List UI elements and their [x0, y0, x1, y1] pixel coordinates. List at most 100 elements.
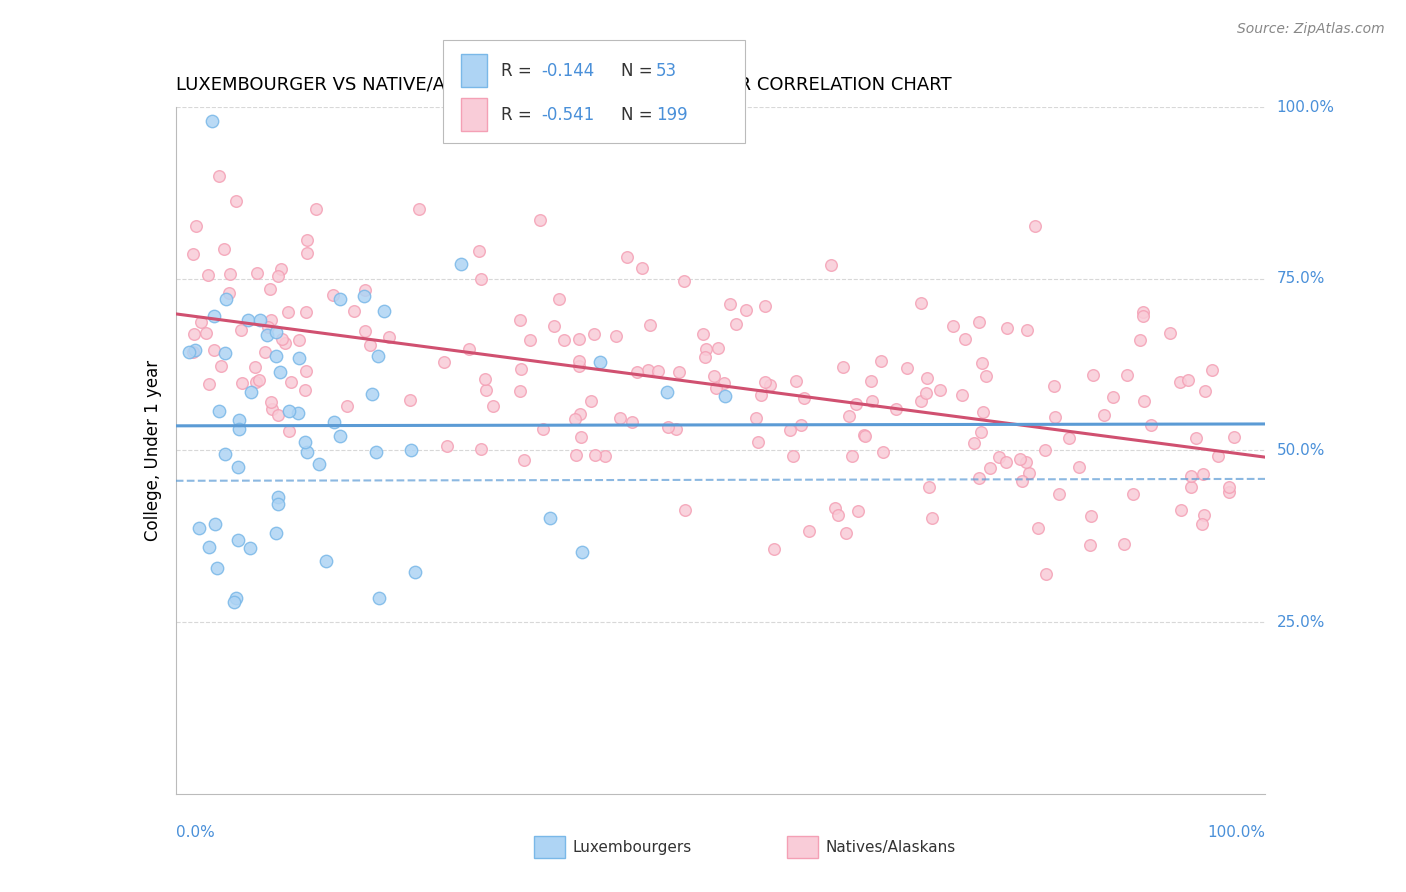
Point	[509, 313, 531, 327]
Point	[368, 591, 391, 605]
Point	[918, 479, 941, 493]
Point	[583, 448, 606, 462]
Point	[564, 412, 586, 426]
Point	[744, 410, 766, 425]
Point	[848, 504, 870, 518]
Text: R =: R =	[502, 106, 537, 124]
Point	[620, 416, 643, 430]
Point	[860, 394, 883, 409]
Text: Natives/Alaskans: Natives/Alaskans	[825, 840, 956, 855]
Point	[640, 318, 662, 333]
Point	[226, 460, 249, 475]
Point	[202, 309, 225, 323]
Point	[229, 323, 252, 337]
Point	[269, 365, 291, 379]
Point	[1218, 484, 1240, 499]
Point	[838, 409, 860, 423]
Point	[359, 338, 381, 352]
Point	[288, 351, 311, 365]
Point	[295, 233, 318, 247]
Point	[540, 511, 562, 525]
Point	[239, 385, 262, 400]
Point	[228, 422, 250, 436]
Point	[942, 319, 965, 334]
Point	[1184, 431, 1206, 445]
Point	[245, 375, 267, 389]
Point	[183, 343, 205, 357]
Point	[228, 412, 250, 426]
Point	[1170, 503, 1192, 517]
Point	[404, 565, 426, 579]
Point	[513, 452, 536, 467]
Point	[1132, 305, 1154, 319]
Point	[779, 423, 801, 437]
Point	[568, 332, 591, 346]
Point	[1047, 487, 1070, 501]
Text: 50.0%: 50.0%	[1277, 443, 1324, 458]
Point	[270, 261, 292, 276]
Point	[267, 408, 290, 422]
Point	[287, 406, 309, 420]
Point	[343, 304, 366, 318]
Point	[835, 525, 858, 540]
Point	[543, 318, 565, 333]
Point	[509, 384, 531, 398]
Text: Luxembourgers: Luxembourgers	[572, 840, 692, 855]
Point	[225, 591, 247, 605]
Point	[637, 363, 659, 377]
Text: -0.144: -0.144	[541, 62, 595, 79]
Text: LUXEMBOURGER VS NATIVE/ALASKAN COLLEGE, UNDER 1 YEAR CORRELATION CHART: LUXEMBOURGER VS NATIVE/ALASKAN COLLEGE, …	[176, 77, 952, 95]
Point	[474, 384, 496, 398]
Point	[571, 545, 593, 559]
Point	[295, 305, 318, 319]
Point	[470, 272, 492, 286]
Point	[1011, 474, 1033, 488]
Point	[995, 455, 1018, 469]
Point	[202, 343, 225, 357]
Point	[655, 385, 678, 400]
Text: 75.0%: 75.0%	[1277, 271, 1324, 286]
Point	[336, 399, 359, 413]
Point	[713, 376, 735, 390]
Point	[704, 381, 727, 395]
Point	[470, 442, 492, 456]
Point	[967, 471, 990, 485]
Point	[631, 260, 654, 275]
Point	[297, 246, 319, 260]
Point	[354, 324, 377, 338]
Point	[214, 345, 236, 359]
Point	[565, 449, 588, 463]
Point	[436, 439, 458, 453]
Point	[1078, 538, 1101, 552]
Point	[267, 497, 290, 511]
Point	[582, 326, 605, 341]
Point	[194, 326, 217, 340]
Point	[1035, 567, 1057, 582]
Point	[718, 297, 741, 311]
Point	[294, 383, 316, 397]
Point	[207, 403, 229, 417]
Point	[236, 313, 259, 327]
Point	[616, 251, 638, 265]
Point	[1043, 410, 1066, 425]
Point	[967, 314, 990, 328]
Point	[1010, 452, 1032, 467]
Point	[249, 313, 271, 327]
Point	[797, 524, 820, 539]
Point	[929, 384, 952, 398]
Point	[329, 428, 352, 442]
Point	[782, 449, 804, 463]
Point	[215, 292, 238, 306]
Point	[219, 267, 242, 281]
Point	[950, 387, 973, 401]
Point	[253, 344, 276, 359]
Point	[267, 268, 290, 283]
Point	[1132, 309, 1154, 323]
Point	[187, 521, 209, 535]
Point	[569, 430, 592, 444]
Point	[852, 427, 875, 442]
Point	[450, 257, 472, 271]
Point	[231, 376, 253, 390]
Point	[754, 376, 776, 390]
Point	[896, 360, 918, 375]
